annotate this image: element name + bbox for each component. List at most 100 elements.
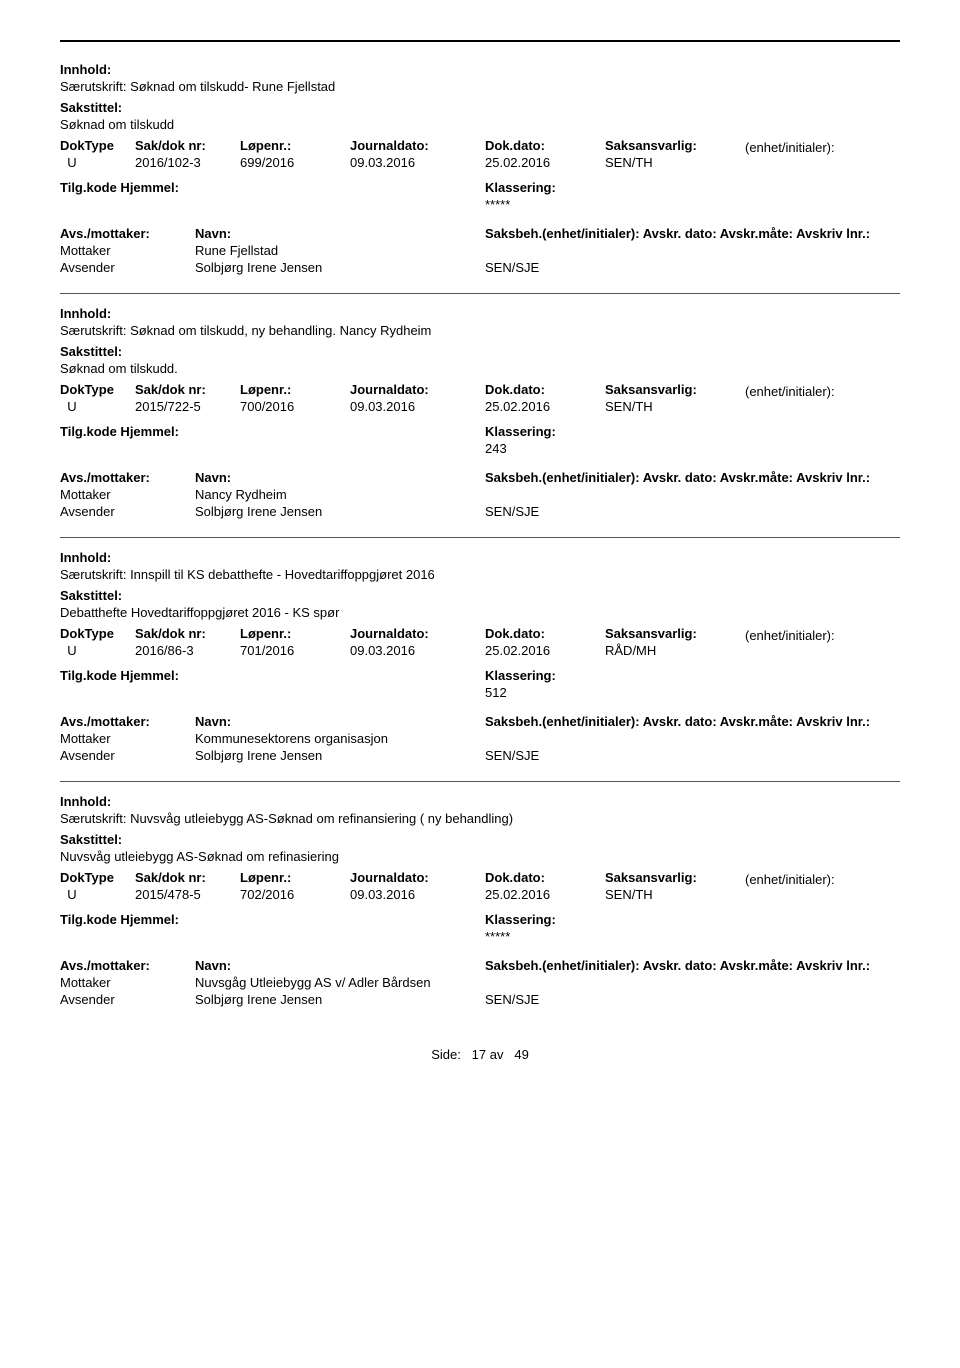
party-name: Solbjørg Irene Jensen <box>195 992 485 1007</box>
saksbeh-header: Saksbeh.(enhet/initialer): Avskr. dato: … <box>485 958 870 973</box>
journaldato-value: 09.03.2016 <box>350 643 485 658</box>
avs-header-row: Avs./mottaker: Navn: Saksbeh.(enhet/init… <box>60 470 900 485</box>
lopenr-value: 701/2016 <box>240 643 350 658</box>
klassering-label: Klassering: <box>485 668 556 683</box>
party-row: Avsender Solbjørg Irene Jensen SEN/SJE <box>60 748 900 763</box>
party-role: Avsender <box>60 504 195 519</box>
party-role: Avsender <box>60 260 195 275</box>
dokdato-value: 25.02.2016 <box>485 643 605 658</box>
party-role: Mottaker <box>60 731 195 746</box>
klassering-label: Klassering: <box>485 180 556 195</box>
avs-header-row: Avs./mottaker: Navn: Saksbeh.(enhet/init… <box>60 226 900 241</box>
doktype-label: DokType <box>60 870 135 885</box>
journaldato-value: 09.03.2016 <box>350 887 485 902</box>
sakstittel-label: Sakstittel: <box>60 588 900 603</box>
tilgkode-hjemmel: Tilg.kode Hjemmel: <box>60 668 485 700</box>
party-saksbeh: SEN/SJE <box>485 992 539 1007</box>
party-saksbeh: SEN/SJE <box>485 748 539 763</box>
dokdato-value: 25.02.2016 <box>485 155 605 170</box>
party-name: Solbjørg Irene Jensen <box>195 748 485 763</box>
lopenr-value: 699/2016 <box>240 155 350 170</box>
sakstittel-label: Sakstittel: <box>60 100 900 115</box>
journaldato-value: 09.03.2016 <box>350 399 485 414</box>
party-row: Mottaker Nuvsgåg Utleiebygg AS v/ Adler … <box>60 975 900 990</box>
innhold-label: Innhold: <box>60 794 900 809</box>
dokdato-value: 25.02.2016 <box>485 887 605 902</box>
party-row: Mottaker Kommunesektorens organisasjon <box>60 731 900 746</box>
tilgkode-hjemmel: Tilg.kode Hjemmel: <box>60 912 485 944</box>
saksansvarlig-label: Saksansvarlig: <box>605 870 745 885</box>
doktype-value: U <box>60 887 135 902</box>
doktype-label: DokType <box>60 626 135 641</box>
doktype-value: U <box>60 155 135 170</box>
top-rule <box>60 40 900 42</box>
avsmottaker-label: Avs./mottaker: <box>60 226 195 241</box>
innhold-label: Innhold: <box>60 306 900 321</box>
lopenr-label: Løpenr.: <box>240 138 350 153</box>
klassering-label: Klassering: <box>485 912 556 927</box>
sakdok-value: 2016/86-3 <box>135 643 240 658</box>
party-role: Avsender <box>60 748 195 763</box>
lopenr-value: 702/2016 <box>240 887 350 902</box>
doktype-value: U <box>60 643 135 658</box>
meta-row: DokType U Sak/dok nr: 2015/722-5 Løpenr.… <box>60 382 900 414</box>
pager: Side: 17 av 49 <box>60 1047 900 1062</box>
navn-label: Navn: <box>195 714 485 729</box>
journaldato-label: Journaldato: <box>350 626 485 641</box>
navn-label: Navn: <box>195 958 485 973</box>
avs-header-row: Avs./mottaker: Navn: Saksbeh.(enhet/init… <box>60 958 900 973</box>
doktype-label: DokType <box>60 138 135 153</box>
party-row: Mottaker Nancy Rydheim <box>60 487 900 502</box>
navn-label: Navn: <box>195 226 485 241</box>
party-role: Mottaker <box>60 243 195 258</box>
party-name: Solbjørg Irene Jensen <box>195 504 485 519</box>
innhold-label: Innhold: <box>60 62 900 77</box>
sakstittel-text: Nuvsvåg utleiebygg AS-Søknad om refinasi… <box>60 849 900 864</box>
journal-entry: Innhold: Særutskrift: Søknad om tilskudd… <box>60 62 900 275</box>
sakdok-label: Sak/dok nr: <box>135 138 240 153</box>
innhold-text: Særutskrift: Søknad om tilskudd- Rune Fj… <box>60 79 900 94</box>
dokdato-value: 25.02.2016 <box>485 399 605 414</box>
enhet-label: (enhet/initialer): <box>745 872 900 887</box>
entry-divider <box>60 537 900 538</box>
party-row: Avsender Solbjørg Irene Jensen SEN/SJE <box>60 504 900 519</box>
saksansvarlig-value: SEN/TH <box>605 155 745 170</box>
journaldato-label: Journaldato: <box>350 138 485 153</box>
tilgkode-hjemmel: Tilg.kode Hjemmel: <box>60 424 485 456</box>
avsmottaker-label: Avs./mottaker: <box>60 714 195 729</box>
doktype-value: U <box>60 399 135 414</box>
party-name: Nancy Rydheim <box>195 487 485 502</box>
party-row: Avsender Solbjørg Irene Jensen SEN/SJE <box>60 992 900 1007</box>
tilg-row: Tilg.kode Hjemmel: Klassering: ***** <box>60 180 900 212</box>
journal-entry: Innhold: Særutskrift: Søknad om tilskudd… <box>60 306 900 519</box>
sakdok-value: 2016/102-3 <box>135 155 240 170</box>
lopenr-label: Løpenr.: <box>240 870 350 885</box>
enhet-label: (enhet/initialer): <box>745 628 900 643</box>
avs-header-row: Avs./mottaker: Navn: Saksbeh.(enhet/init… <box>60 714 900 729</box>
avsmottaker-label: Avs./mottaker: <box>60 470 195 485</box>
party-name: Kommunesektorens organisasjon <box>195 731 485 746</box>
tilg-row: Tilg.kode Hjemmel: Klassering: 243 <box>60 424 900 456</box>
dokdato-label: Dok.dato: <box>485 382 605 397</box>
saksansvarlig-label: Saksansvarlig: <box>605 626 745 641</box>
journal-entry: Innhold: Særutskrift: Innspill til KS de… <box>60 550 900 763</box>
party-row: Mottaker Rune Fjellstad <box>60 243 900 258</box>
tilgkode-hjemmel: Tilg.kode Hjemmel: <box>60 180 485 212</box>
journaldato-value: 09.03.2016 <box>350 155 485 170</box>
party-saksbeh: SEN/SJE <box>485 504 539 519</box>
party-name: Solbjørg Irene Jensen <box>195 260 485 275</box>
klassering-label: Klassering: <box>485 424 556 439</box>
entry-divider <box>60 781 900 782</box>
av-label: av <box>490 1047 504 1062</box>
page-total: 49 <box>514 1047 528 1062</box>
sakstittel-text: Søknad om tilskudd. <box>60 361 900 376</box>
meta-row: DokType U Sak/dok nr: 2016/102-3 Løpenr.… <box>60 138 900 170</box>
journal-entry: Innhold: Særutskrift: Nuvsvåg utleiebygg… <box>60 794 900 1007</box>
sakdok-value: 2015/478-5 <box>135 887 240 902</box>
saksbeh-header: Saksbeh.(enhet/initialer): Avskr. dato: … <box>485 226 870 241</box>
party-name: Rune Fjellstad <box>195 243 485 258</box>
party-row: Avsender Solbjørg Irene Jensen SEN/SJE <box>60 260 900 275</box>
lopenr-label: Løpenr.: <box>240 626 350 641</box>
saksbeh-header: Saksbeh.(enhet/initialer): Avskr. dato: … <box>485 714 870 729</box>
meta-row: DokType U Sak/dok nr: 2015/478-5 Løpenr.… <box>60 870 900 902</box>
